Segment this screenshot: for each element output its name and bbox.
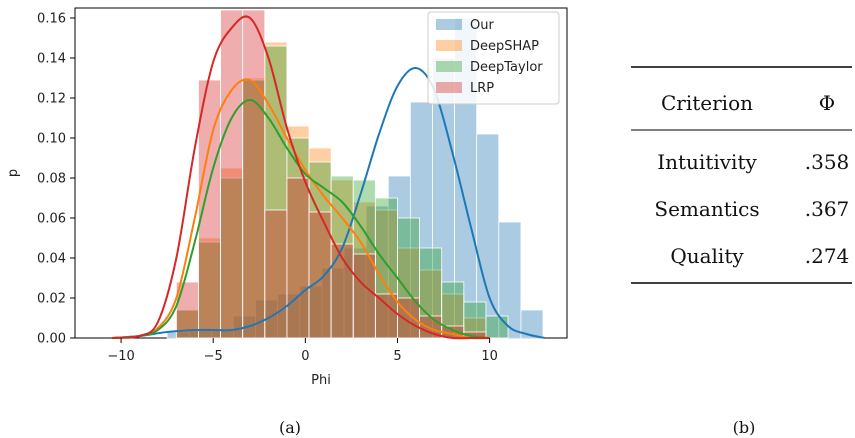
y-axis-label: p (6, 169, 21, 177)
table-header-phi: Φ (819, 91, 835, 115)
kde-curve (111, 15, 490, 340)
kde-curve (111, 98, 490, 339)
kde-curve (111, 66, 546, 339)
histogram-bar (242, 9, 266, 339)
x-tick-label: −10 (107, 349, 134, 364)
legend-label: DeepTaylor (470, 60, 543, 75)
histogram-bars (166, 9, 544, 339)
y-tick-label: 0.12 (37, 92, 66, 107)
table-row-value: .358 (805, 150, 850, 174)
legend-swatch (436, 82, 462, 93)
histogram-bar (397, 297, 420, 339)
y-tick-label: 0.08 (37, 172, 66, 187)
histogram-bar (485, 315, 509, 339)
y-tick-label: 0.10 (37, 132, 66, 147)
y-axis: 0.00 0.02 0.04 0.06 0.08 0.10 0.12 0.14 0.16 (37, 12, 75, 347)
x-axis-label: Phi (311, 373, 331, 388)
table-row-value: .367 (805, 197, 850, 221)
legend-box (427, 11, 560, 105)
x-tick-label: −5 (204, 349, 223, 364)
legend-swatch (436, 61, 462, 72)
legend: Our DeepSHAP DeepTaylor LRP (427, 11, 560, 105)
x-tick-label: 0 (301, 349, 309, 364)
histogram-bar (374, 293, 398, 339)
table-row-criterion: Intuitivity (657, 150, 757, 174)
x-tick-label: 10 (481, 349, 498, 364)
legend-swatch (436, 40, 462, 51)
panel-label-b: (b) (733, 418, 756, 437)
kde-curve (111, 78, 490, 340)
y-tick-label: 0.00 (37, 332, 66, 347)
table-row-value: .274 (805, 244, 850, 268)
y-tick-label: 0.02 (37, 292, 66, 307)
y-tick-label: 0.04 (37, 252, 66, 267)
kde-curves (111, 15, 546, 340)
histogram-bar (220, 9, 244, 339)
legend-label: LRP (470, 81, 494, 96)
x-axis: −10 −5 0 5 10 (107, 338, 498, 364)
table-row-criterion: Semantics (654, 197, 759, 221)
y-tick-label: 0.06 (37, 212, 66, 227)
histogram-bar (352, 253, 376, 339)
x-tick-label: 5 (393, 349, 401, 364)
table-header-criterion: Criterion (661, 91, 753, 115)
y-tick-label: 0.14 (37, 52, 66, 67)
histogram-panel: 0.00 0.02 0.04 0.06 0.08 0.10 0.12 0.14 0.16 −10… (6, 7, 568, 388)
histogram-bar (286, 177, 310, 339)
legend-swatch (436, 19, 462, 30)
table-row-criterion: Quality (670, 244, 744, 268)
criterion-table: Criterion Φ Intuitivity .358 Semantics .… (631, 66, 852, 284)
legend-label: DeepSHAP (470, 39, 539, 54)
histogram-bar (520, 309, 544, 339)
legend-label: Our (470, 18, 494, 33)
y-tick-label: 0.16 (37, 12, 66, 27)
panel-label-a: (a) (279, 418, 301, 437)
histogram-bar (498, 221, 522, 339)
